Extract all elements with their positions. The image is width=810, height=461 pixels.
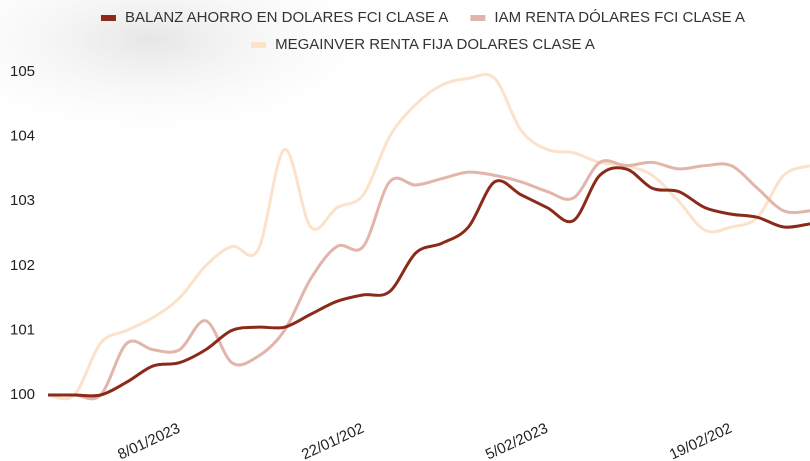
y-tick-label: 104 [10,128,35,145]
y-tick-label: 101 [10,321,35,338]
legend: BALANZ AHORRO EN DOLARES FCI CLASE A IAM … [100,9,745,53]
x-tick-label: 5/02/2023 [483,420,551,461]
y-tick-label: 103 [10,192,35,209]
y-tick-label: 100 [10,386,35,403]
legend-label: MEGAINVER RENTA FIJA DOLARES CLASE A [275,36,595,53]
series-line [47,159,810,401]
plot [47,72,810,401]
background-swoosh [0,0,410,150]
legend-label: BALANZ AHORRO EN DOLARES FCI CLASE A [125,9,448,26]
legend-item: IAM RENTA DÓLARES FCI CLASE A [470,9,745,26]
legend-swatch [100,15,116,21]
legend-item: BALANZ AHORRO EN DOLARES FCI CLASE A [100,9,448,26]
legend-item: MEGAINVER RENTA FIJA DOLARES CLASE A [251,36,595,53]
legend-swatch [470,15,486,21]
y-tick-label: 102 [10,257,35,274]
legend-swatch [251,42,267,48]
legend-label: IAM RENTA DÓLARES FCI CLASE A [494,9,745,26]
series-line [47,166,810,398]
y-tick-label: 105 [10,63,35,80]
x-tick-label: 22/01/202 [299,420,367,461]
x-tick-label: 19/02/202 [667,420,735,461]
series-line [47,72,810,401]
x-tick-label: 8/01/2023 [115,420,183,461]
